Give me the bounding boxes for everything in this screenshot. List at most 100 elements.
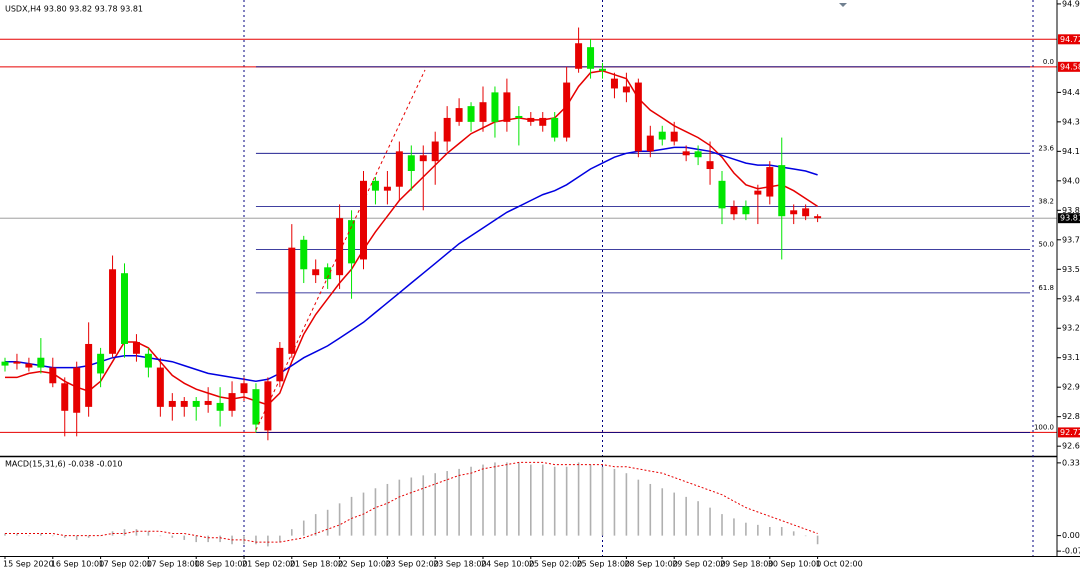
macd-bar bbox=[374, 488, 377, 536]
macd-bar bbox=[63, 535, 66, 538]
x-tick-label: 25 Sep 02:00 bbox=[529, 560, 582, 569]
macd-bar bbox=[530, 464, 532, 536]
fib-label: 100.0 bbox=[1034, 423, 1054, 431]
macd-bar bbox=[506, 462, 508, 536]
macd-bar bbox=[589, 464, 592, 536]
candle-body bbox=[622, 86, 630, 93]
candle-body bbox=[814, 216, 822, 219]
y-tick-label: 93.55 bbox=[1062, 265, 1080, 274]
macd-bar bbox=[685, 496, 687, 536]
y-tick-label: 94.00 bbox=[1062, 176, 1080, 185]
macd-bar bbox=[577, 462, 580, 536]
x-tick-label: 29 Sep 18:00 bbox=[720, 560, 773, 569]
trend-line bbox=[255, 69, 426, 431]
macd-bar bbox=[147, 531, 150, 536]
macd-bar bbox=[446, 471, 448, 536]
candle-body bbox=[515, 115, 523, 118]
macd-bar bbox=[733, 518, 735, 536]
fib-label: 0.0 bbox=[1043, 58, 1054, 66]
y-tick-label: 93.40 bbox=[1062, 294, 1080, 303]
macd-bar bbox=[4, 533, 6, 536]
candle-body bbox=[180, 400, 188, 407]
candle-body bbox=[754, 190, 762, 195]
x-tick-label: 23 Sep 18:00 bbox=[433, 560, 486, 569]
y-tick-label: 93.70 bbox=[1062, 235, 1080, 244]
candle-body bbox=[443, 117, 451, 142]
x-tick-label: 16 Sep 10:00 bbox=[51, 560, 104, 569]
macd-bar bbox=[792, 531, 795, 536]
candle-body bbox=[288, 247, 296, 354]
x-tick-label: 15 Sep 2020 bbox=[3, 560, 54, 569]
candle-body bbox=[300, 239, 308, 270]
macd-bar bbox=[518, 462, 520, 536]
candle-body bbox=[551, 117, 559, 138]
macd-bar bbox=[661, 488, 664, 536]
shift-marker bbox=[839, 3, 847, 7]
candle-body bbox=[778, 165, 786, 217]
y-tick-label: 92.80 bbox=[1062, 412, 1080, 421]
candle-body bbox=[670, 131, 678, 142]
candle-body bbox=[109, 269, 117, 354]
macd-bar bbox=[553, 466, 556, 536]
fib-label: 38.2 bbox=[1038, 197, 1054, 205]
macd-bar bbox=[649, 483, 652, 536]
candle-body bbox=[658, 131, 666, 140]
current-price-label: 93.81 bbox=[1060, 214, 1080, 223]
macd-bar bbox=[541, 464, 544, 536]
candle-body bbox=[85, 343, 93, 407]
macd-bar bbox=[386, 483, 389, 536]
x-tick-label: 25 Sep 18:00 bbox=[577, 560, 630, 569]
candle-body bbox=[539, 117, 547, 126]
macd-bar bbox=[302, 520, 305, 536]
y-tick-label: 92.65 bbox=[1062, 442, 1080, 451]
candle-body bbox=[168, 400, 176, 407]
candle-body bbox=[13, 361, 21, 364]
macd-bar bbox=[52, 535, 54, 537]
macd-bar bbox=[745, 522, 747, 536]
macd-bar bbox=[111, 531, 114, 536]
candle-body bbox=[503, 92, 511, 122]
candle-body bbox=[395, 151, 403, 187]
macd-bar bbox=[709, 507, 711, 536]
y-tick-label: 94.45 bbox=[1062, 88, 1080, 97]
macd-bar bbox=[804, 535, 807, 537]
candle-body bbox=[37, 357, 45, 368]
y-tick-label: 94.30 bbox=[1062, 117, 1080, 126]
macd-bar bbox=[350, 496, 353, 536]
macd-bar bbox=[398, 479, 401, 536]
candle-body bbox=[156, 367, 164, 407]
candle-body bbox=[587, 47, 595, 69]
macd-signal bbox=[5, 461, 818, 543]
candle-body bbox=[336, 218, 344, 276]
candle-body bbox=[276, 347, 284, 382]
macd-bar bbox=[625, 473, 628, 536]
candle-body bbox=[790, 210, 798, 215]
price-label: 94.72 bbox=[1060, 35, 1080, 44]
macd-bar bbox=[255, 535, 257, 545]
candle-body bbox=[97, 353, 105, 374]
candle-body bbox=[527, 117, 535, 122]
current-price-box bbox=[1058, 213, 1080, 224]
macd-bar bbox=[637, 479, 640, 536]
x-tick-label: 28 Sep 10:00 bbox=[624, 560, 677, 569]
fib-label: 61.8 bbox=[1038, 284, 1054, 292]
macd-bar bbox=[16, 533, 18, 536]
macd-bar bbox=[721, 514, 723, 536]
macd-bar bbox=[314, 514, 317, 536]
macd-bar bbox=[99, 535, 102, 537]
x-tick-label: 21 Sep 18:00 bbox=[290, 560, 343, 569]
macd-bar bbox=[673, 492, 675, 536]
candle-body bbox=[216, 402, 224, 411]
candle-body bbox=[1, 361, 9, 366]
macd-bar bbox=[422, 475, 425, 536]
x-tick-label: 21 Sep 02:00 bbox=[242, 560, 295, 569]
candle-body bbox=[682, 151, 690, 156]
candle-body bbox=[706, 161, 714, 170]
candle-body bbox=[646, 135, 654, 152]
macd-bar bbox=[267, 535, 269, 547]
candle-body bbox=[49, 367, 57, 384]
y-tick-label: 0.00 bbox=[1062, 531, 1080, 540]
macd-bar bbox=[219, 535, 221, 543]
macd-bar bbox=[291, 529, 293, 536]
macd-bar bbox=[279, 535, 281, 543]
